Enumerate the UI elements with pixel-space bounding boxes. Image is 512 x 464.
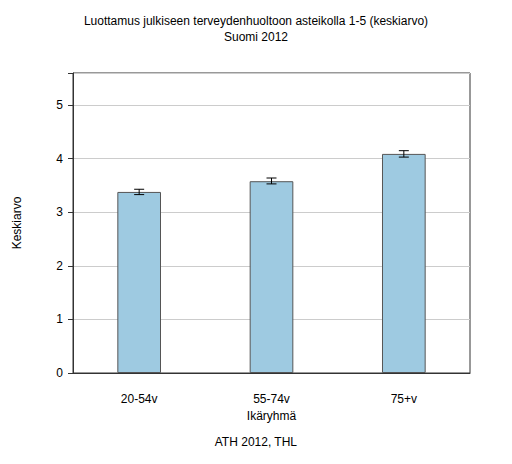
svg-text:2: 2 xyxy=(56,259,63,273)
svg-text:3: 3 xyxy=(56,205,63,219)
svg-text:Suomi 2012: Suomi 2012 xyxy=(224,30,288,44)
svg-text:0: 0 xyxy=(56,366,63,380)
svg-text:4: 4 xyxy=(56,152,63,166)
svg-text:20-54v: 20-54v xyxy=(121,392,158,406)
svg-text:75+v: 75+v xyxy=(391,392,417,406)
svg-text:5: 5 xyxy=(56,98,63,112)
svg-text:1: 1 xyxy=(56,312,63,326)
svg-text:Keskiarvo: Keskiarvo xyxy=(10,196,24,249)
svg-text:ATH 2012, THL: ATH 2012, THL xyxy=(215,435,298,449)
svg-text:55-74v: 55-74v xyxy=(253,392,290,406)
svg-text:Ikäryhmä: Ikäryhmä xyxy=(247,409,297,423)
svg-text:Luottamus julkiseen terveydenh: Luottamus julkiseen terveydenhuoltoon as… xyxy=(84,14,428,28)
